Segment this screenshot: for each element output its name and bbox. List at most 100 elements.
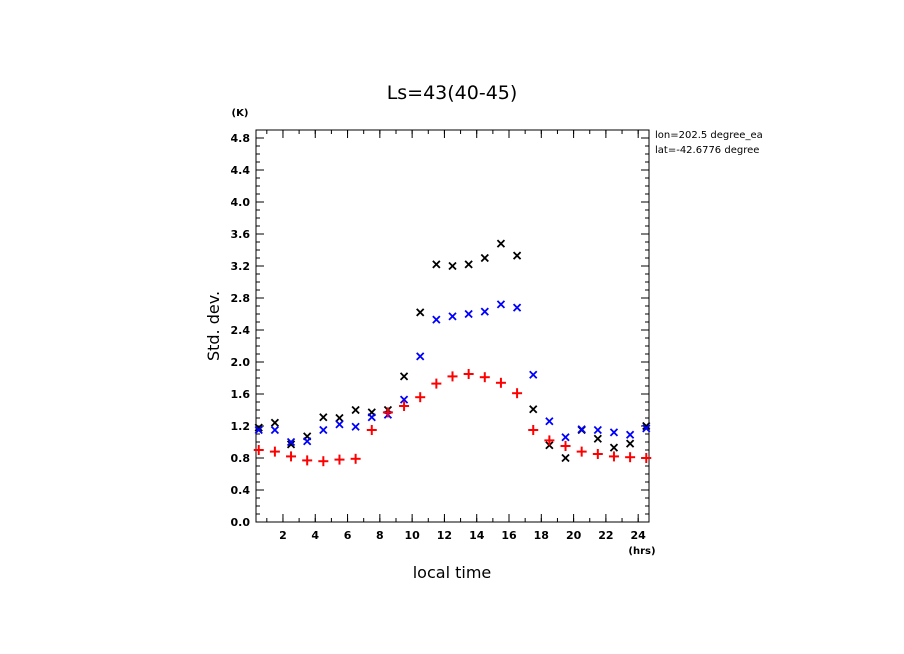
- y-tick-label: 4.4: [231, 164, 251, 177]
- marker-stroke: [367, 413, 376, 422]
- marker-stroke: [399, 395, 409, 404]
- marker-stroke: [351, 405, 360, 415]
- marker-stroke: [642, 424, 651, 433]
- data-point: [642, 421, 651, 431]
- data-point: [512, 251, 522, 260]
- marker-stroke: [593, 425, 602, 435]
- data-point: [399, 395, 409, 404]
- annotation-lon: lon=202.5 degree_ea: [655, 130, 763, 141]
- axis-ticks: 0.0 0.4 0.8 1.2 1.6 2.0 2.4 2.8 3.2 3.6 4.0 4.4 4.8 2…: [231, 129, 649, 542]
- data-point: [416, 352, 425, 361]
- marker-stroke: [625, 439, 635, 448]
- x-tick-label: 4: [311, 529, 319, 542]
- x-tick-label: 6: [344, 529, 352, 542]
- data-point: [593, 425, 602, 435]
- marker-stroke: [432, 260, 441, 269]
- marker-stroke: [512, 303, 522, 312]
- data-point: [577, 425, 586, 434]
- y-tick-label: 3.6: [231, 228, 251, 241]
- data-point: [415, 392, 426, 403]
- data-point: [512, 303, 522, 312]
- marker-stroke: [335, 420, 344, 429]
- data-point: [319, 425, 328, 435]
- y-tick-label: 1.6: [231, 388, 251, 401]
- marker-stroke: [270, 425, 280, 435]
- marker-stroke: [609, 443, 619, 452]
- marker-stroke: [399, 372, 409, 381]
- data-point: [302, 455, 313, 466]
- data-point: [544, 435, 555, 446]
- data-point: [512, 388, 523, 399]
- y-tick-label: 0.0: [231, 516, 251, 529]
- data-point: [479, 372, 490, 383]
- data-point: [496, 239, 506, 248]
- y-axis-unit: (K): [232, 108, 249, 119]
- data-point: [286, 437, 296, 447]
- marker-stroke: [642, 421, 651, 431]
- data-point: [463, 369, 474, 379]
- data-point: [576, 446, 587, 457]
- x-tick-label: 2: [279, 529, 287, 542]
- x-tick-label: 12: [437, 529, 452, 542]
- data-point: [496, 300, 506, 309]
- y-axis-label: Std. dev.: [204, 291, 223, 361]
- x-tick-label: 10: [404, 529, 420, 542]
- data-point: [625, 430, 635, 439]
- data-point: [529, 370, 538, 379]
- x-tick-label: 14: [469, 529, 485, 542]
- marker-stroke: [254, 423, 263, 432]
- marker-stroke: [561, 433, 570, 442]
- data-point: [416, 308, 425, 317]
- data-point: [399, 401, 410, 411]
- data-point: [448, 312, 457, 321]
- data-point: [447, 371, 458, 382]
- marker-stroke: [496, 300, 506, 309]
- data-point: [351, 422, 360, 431]
- marker-stroke: [270, 418, 280, 427]
- marker-stroke: [254, 425, 263, 435]
- marker-stroke: [512, 251, 522, 260]
- y-tick-label: 2.8: [231, 292, 251, 305]
- data-point: [319, 413, 328, 422]
- marker-stroke: [319, 413, 328, 422]
- data-point: [254, 425, 263, 435]
- data-point: [495, 377, 506, 388]
- marker-stroke: [480, 307, 489, 316]
- data-point: [641, 453, 652, 463]
- data-point: [431, 378, 442, 389]
- x-axis-unit: (hrs): [628, 546, 655, 557]
- data-point: [253, 445, 264, 455]
- data-point: [480, 307, 489, 316]
- y-tick-label: 0.8: [231, 452, 251, 465]
- data-point: [318, 456, 329, 467]
- x-tick-label: 8: [376, 529, 384, 542]
- marker-stroke: [286, 440, 296, 449]
- data-point: [269, 446, 280, 457]
- x-tick-label: 20: [566, 529, 582, 542]
- data-point: [303, 437, 312, 446]
- data-point: [528, 425, 539, 435]
- data-point: [464, 309, 473, 319]
- data-point: [350, 453, 361, 464]
- data-point: [254, 423, 263, 432]
- data-point: [561, 453, 570, 463]
- data-point: [608, 451, 619, 462]
- data-point: [561, 433, 570, 442]
- marker-stroke: [432, 315, 441, 324]
- data-point: [609, 443, 619, 452]
- x-axis-label: local time: [413, 563, 492, 582]
- marker-stroke: [480, 253, 489, 263]
- marker-stroke: [464, 309, 473, 319]
- data-point: [432, 260, 441, 269]
- data-markers: [253, 239, 652, 467]
- plot-area-frame: [255, 129, 650, 523]
- marker-stroke: [545, 417, 554, 426]
- data-point: [592, 449, 603, 459]
- marker-stroke: [593, 434, 602, 443]
- data-point: [334, 454, 345, 465]
- marker-stroke: [319, 425, 328, 435]
- marker-stroke: [416, 352, 425, 361]
- data-point: [351, 405, 360, 415]
- marker-stroke: [303, 437, 312, 446]
